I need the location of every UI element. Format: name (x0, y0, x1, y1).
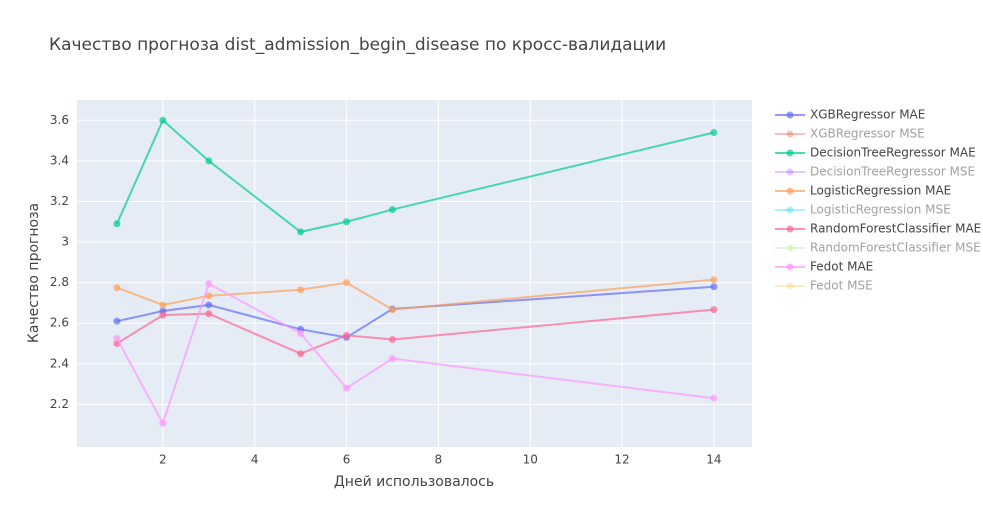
data-point (710, 306, 718, 314)
legend-marker (786, 244, 794, 252)
y-tick-label: 2.6 (50, 316, 69, 330)
legend-marker (786, 168, 794, 176)
data-point (343, 384, 351, 392)
y-tick-label: 2.8 (50, 275, 69, 289)
x-tick-label: 14 (706, 453, 721, 467)
data-point (297, 228, 305, 236)
x-tick-label: 12 (614, 453, 629, 467)
data-point (343, 218, 351, 226)
legend-marker (786, 149, 794, 157)
data-point (297, 286, 305, 294)
y-tick-label: 3.6 (50, 113, 69, 127)
legend-marker (786, 263, 794, 271)
y-tick-label: 3 (61, 235, 69, 249)
data-point (113, 220, 121, 228)
x-tick-label: 4 (251, 453, 259, 467)
data-point (388, 335, 396, 343)
legend-marker (786, 225, 794, 233)
chart-title: Качество прогноза dist_admission_begin_d… (49, 35, 666, 55)
data-point (205, 292, 213, 300)
legend-label: DecisionTreeRegressor MAE (810, 146, 976, 160)
data-point (113, 334, 121, 342)
y-tick-label: 2.4 (50, 356, 69, 370)
legend-marker (786, 282, 794, 290)
data-point (388, 206, 396, 214)
data-point (710, 128, 718, 136)
data-point (388, 306, 396, 314)
legend-label: RandomForestClassifier MSE (810, 241, 981, 255)
data-point (388, 355, 396, 363)
legend-label: XGBRegressor MSE (810, 127, 925, 141)
data-point (113, 284, 121, 292)
data-point (205, 301, 213, 309)
legend-label: Fedot MAE (810, 260, 873, 274)
data-point (205, 157, 213, 165)
legend-marker (786, 130, 794, 138)
data-point (159, 419, 167, 427)
data-point (343, 331, 351, 339)
y-tick-label: 3.4 (50, 153, 69, 167)
x-tick-label: 2 (159, 453, 167, 467)
legend-label: Fedot MSE (810, 279, 873, 293)
x-tick-label: 8 (435, 453, 443, 467)
data-point (159, 311, 167, 319)
legend-label: LogisticRegression MAE (810, 184, 951, 198)
legend-label: XGBRegressor MAE (810, 108, 925, 122)
y-tick-label: 3.2 (50, 194, 69, 208)
legend-label: DecisionTreeRegressor MSE (810, 165, 975, 179)
x-axis-label: Дней использовалось (334, 474, 494, 490)
x-tick-label: 6 (343, 453, 351, 467)
legend-label: LogisticRegression MSE (810, 203, 951, 217)
data-point (113, 317, 121, 325)
data-point (159, 116, 167, 124)
data-point (297, 329, 305, 337)
y-axis-label: Качество прогноза (26, 203, 42, 343)
legend-marker (786, 187, 794, 195)
legend-marker (786, 206, 794, 214)
data-point (343, 279, 351, 287)
plot-background (77, 100, 752, 447)
legend-marker (786, 111, 794, 119)
data-point (205, 280, 213, 288)
y-tick-label: 2.2 (50, 397, 69, 411)
data-point (710, 394, 718, 402)
x-tick-label: 10 (523, 453, 538, 467)
data-point (710, 283, 718, 291)
legend-label: RandomForestClassifier MAE (810, 222, 981, 236)
data-point (710, 276, 718, 284)
data-point (159, 301, 167, 309)
data-point (297, 350, 305, 358)
data-point (205, 310, 213, 318)
